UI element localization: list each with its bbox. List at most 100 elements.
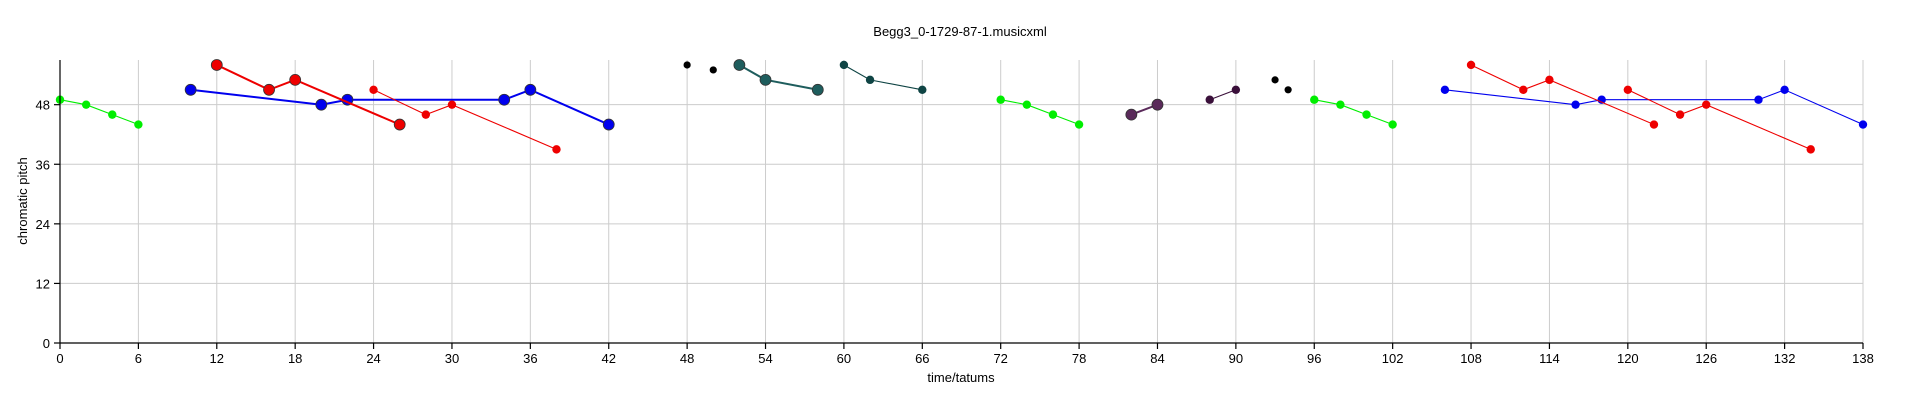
series-group [1623,85,1815,154]
x-tick-label: 138 [1852,351,1874,366]
data-point [996,95,1005,104]
y-ticks: 0 12 24 36 48 [36,98,60,351]
data-point [839,60,849,70]
series-line [1209,89,1237,101]
series-group [1284,86,1292,94]
y-tick-label: 24 [36,217,50,232]
series-group [1205,85,1241,104]
data-point [1022,100,1032,109]
data-point [1571,100,1580,109]
data-point [1151,98,1164,111]
series-line [738,64,818,91]
x-tick-label: 18 [288,351,302,366]
series-line [190,88,610,126]
series-group [683,61,691,69]
y-tick-label: 0 [43,336,50,351]
y-axis-label: chromatic pitch [15,157,30,244]
axes [59,60,1863,344]
data-point [1205,95,1214,104]
x-tick-label: 84 [1150,351,1164,366]
data-point [1545,75,1554,85]
data-point [1675,110,1685,119]
x-tick-label: 114 [1539,351,1560,366]
series-line [843,64,923,91]
x-tick-label: 102 [1382,351,1404,366]
data-point [369,85,378,94]
data-point [1440,85,1450,94]
x-tick-label: 42 [602,351,616,366]
x-tick-label: 108 [1460,351,1482,366]
grid-lines [60,60,1864,343]
data-point [393,118,406,131]
series-group [369,85,561,154]
data-point [1125,108,1138,121]
data-point [263,83,275,96]
x-tick-label: 48 [680,351,694,366]
x-tick-label: 36 [523,351,537,366]
x-tick-label: 126 [1695,351,1717,366]
data-point [289,73,302,86]
data-point [210,59,223,71]
x-tick-label: 78 [1072,351,1086,366]
x-tick-label: 120 [1617,351,1639,366]
data-point [1231,85,1241,94]
x-tick-label: 66 [915,351,929,366]
series-group [1125,98,1164,121]
x-tick-label: 54 [758,351,772,366]
data-point [1858,120,1868,129]
series-line [373,89,557,150]
data-point [918,85,927,94]
series-line [1000,99,1080,126]
data-series [55,59,1868,154]
data-point [108,110,117,119]
data-point [1074,120,1084,129]
data-point [1519,85,1528,94]
x-axis-label: time/tatums [927,370,995,385]
data-point [1271,76,1279,84]
data-point [1310,95,1319,104]
data-point [865,75,875,85]
series-group [709,66,717,74]
data-point [1336,100,1345,109]
x-tick-label: 90 [1229,351,1243,366]
data-point [1649,120,1659,129]
data-point [315,98,328,111]
data-point [1623,85,1633,94]
x-tick-label: 0 [56,351,63,366]
x-tick-label: 72 [993,351,1007,366]
series-group [733,59,824,96]
data-point [683,61,691,69]
y-tick-label: 36 [36,157,50,172]
series-line [1627,89,1811,150]
data-point [1780,85,1789,94]
data-point [1048,110,1058,119]
series-group [1310,95,1397,129]
series-group [1440,85,1868,129]
series-group [210,59,406,131]
series-line [1314,99,1393,126]
y-tick-label: 48 [36,98,50,113]
series-group [996,95,1084,129]
x-ticks: 0 6 12 18 24 30 36 42 48 54 60 66 72 78 84 90 96 102 108 11… [56,343,1874,366]
series-line [59,99,139,126]
x-tick-label: 30 [445,351,459,366]
series-group [1271,76,1279,84]
data-point [811,83,824,96]
x-tick-label: 6 [135,351,142,366]
x-tick-label: 60 [837,351,851,366]
series-line [1444,89,1864,126]
data-point [552,145,561,154]
data-point [1284,86,1292,94]
data-point [1466,60,1476,70]
x-tick-label: 24 [366,351,380,366]
series-group [1466,60,1659,129]
series-group [839,60,927,94]
series-line [1470,64,1655,126]
series-line [216,64,401,126]
data-point [759,73,772,86]
data-point [184,83,197,96]
data-point [1362,110,1371,119]
data-point [709,66,717,74]
